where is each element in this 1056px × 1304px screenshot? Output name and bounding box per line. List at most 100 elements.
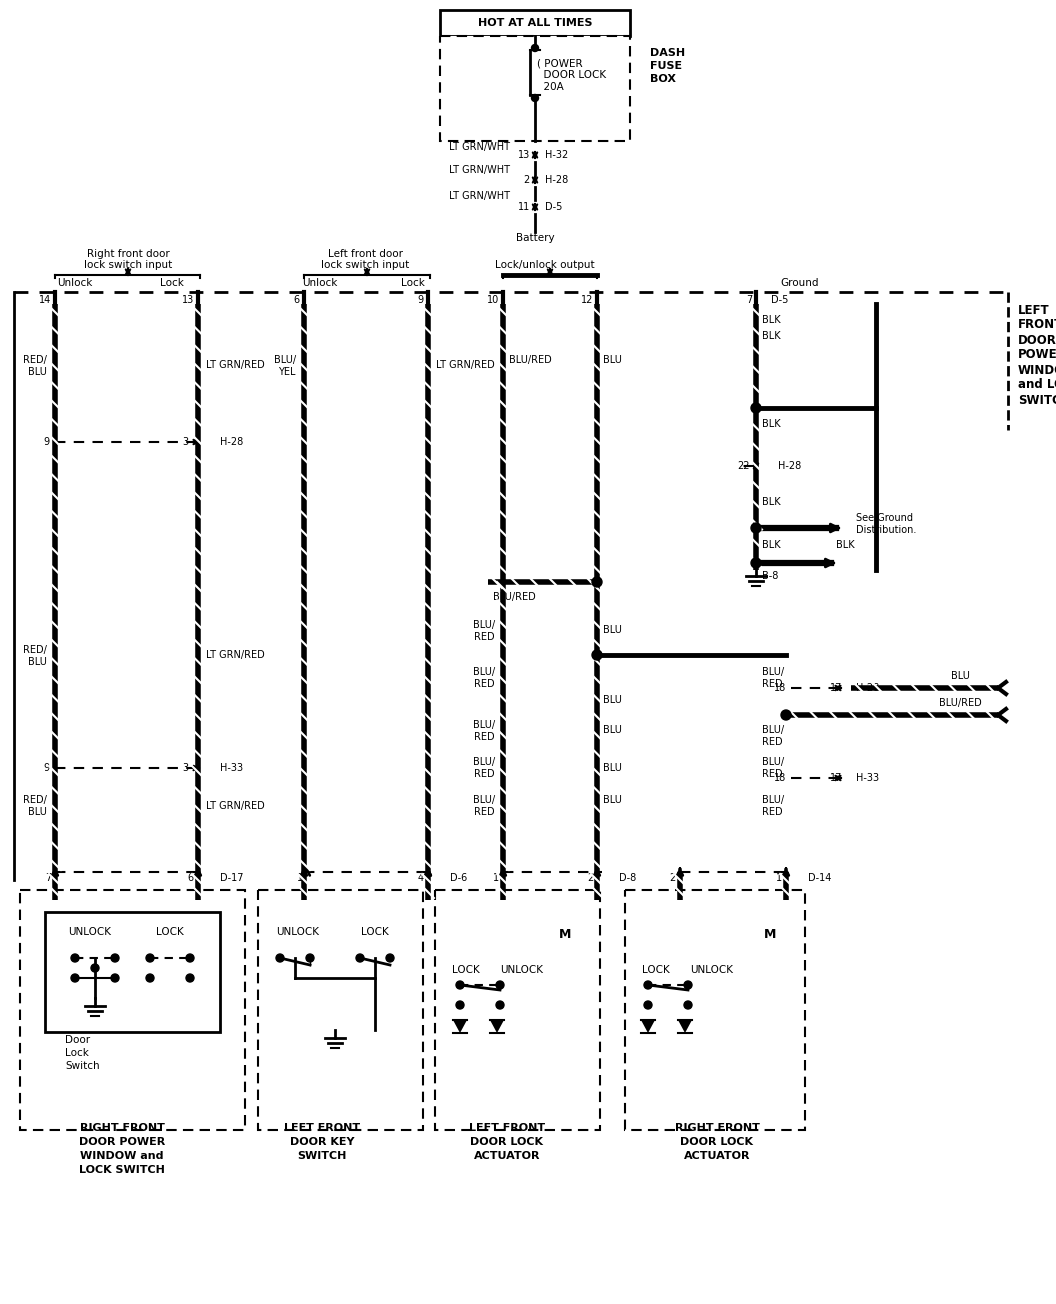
- Polygon shape: [490, 1020, 504, 1033]
- Text: lock switch input: lock switch input: [83, 259, 172, 270]
- Text: 3: 3: [182, 437, 188, 447]
- Text: 1: 1: [297, 872, 303, 883]
- Text: BLU/: BLU/: [473, 619, 495, 630]
- Text: 2: 2: [524, 175, 530, 185]
- Text: YEL: YEL: [279, 366, 296, 377]
- Text: D-6: D-6: [450, 872, 467, 883]
- Text: D-14: D-14: [808, 872, 831, 883]
- Text: 10: 10: [487, 295, 499, 305]
- Circle shape: [684, 981, 692, 988]
- Text: RED: RED: [762, 769, 782, 778]
- Text: BLU/: BLU/: [762, 725, 785, 735]
- Circle shape: [306, 955, 314, 962]
- Text: 2: 2: [587, 872, 593, 883]
- Text: Door: Door: [65, 1035, 90, 1045]
- Text: RED: RED: [474, 632, 495, 642]
- Circle shape: [276, 955, 284, 962]
- Text: BLU: BLU: [603, 763, 622, 773]
- Text: 13: 13: [517, 150, 530, 160]
- Text: 7: 7: [44, 872, 51, 883]
- Text: H-28: H-28: [545, 175, 568, 185]
- Circle shape: [781, 709, 791, 720]
- Text: 3: 3: [182, 763, 188, 773]
- Text: H-32: H-32: [545, 150, 568, 160]
- Text: 17: 17: [830, 773, 842, 782]
- Circle shape: [91, 964, 99, 971]
- Text: H-28: H-28: [856, 683, 880, 692]
- Bar: [20, 891, 245, 1131]
- Text: H-28: H-28: [778, 462, 802, 471]
- Text: See Ground: See Ground: [856, 512, 913, 523]
- Text: LT GRN/RED: LT GRN/RED: [206, 801, 265, 811]
- Text: Unlock: Unlock: [302, 278, 338, 288]
- Text: UNLOCK: UNLOCK: [691, 965, 734, 975]
- Text: UNLOCK: UNLOCK: [501, 965, 544, 975]
- Text: BLU/: BLU/: [762, 668, 785, 677]
- Text: LEFT FRONT: LEFT FRONT: [469, 1123, 545, 1133]
- Text: BLU: BLU: [29, 657, 48, 668]
- Text: 9: 9: [418, 295, 425, 305]
- Text: POWER: POWER: [1018, 348, 1056, 361]
- Text: M: M: [763, 928, 776, 941]
- Text: Lock: Lock: [161, 278, 184, 288]
- Text: BLK: BLK: [762, 497, 780, 507]
- Text: 11: 11: [517, 202, 530, 213]
- Text: 7: 7: [746, 295, 752, 305]
- Circle shape: [386, 955, 394, 962]
- Circle shape: [684, 1001, 692, 1009]
- Text: Lock: Lock: [401, 278, 425, 288]
- Text: H-28: H-28: [220, 437, 243, 447]
- Text: D-17: D-17: [220, 872, 244, 883]
- Text: DOOR LOCK: DOOR LOCK: [471, 1137, 544, 1148]
- Bar: [258, 891, 423, 1131]
- Text: LT GRN/WHT: LT GRN/WHT: [449, 190, 510, 201]
- Text: SWITCH: SWITCH: [298, 1151, 346, 1161]
- Text: RED: RED: [762, 679, 782, 689]
- Text: Right front door: Right front door: [87, 249, 169, 259]
- Text: LOCK: LOCK: [452, 965, 479, 975]
- Text: SWITCH: SWITCH: [1018, 394, 1056, 407]
- Circle shape: [146, 955, 154, 962]
- Text: BLU/RED: BLU/RED: [509, 355, 551, 365]
- Text: HOT AT ALL TIMES: HOT AT ALL TIMES: [477, 18, 592, 27]
- Text: BLU/: BLU/: [473, 720, 495, 730]
- Text: RED: RED: [474, 807, 495, 818]
- Circle shape: [748, 913, 792, 957]
- Circle shape: [644, 981, 652, 988]
- Text: Unlock: Unlock: [57, 278, 93, 288]
- Text: UNLOCK: UNLOCK: [69, 927, 112, 938]
- Circle shape: [531, 44, 539, 51]
- Text: Left front door: Left front door: [327, 249, 402, 259]
- Text: FUSE: FUSE: [650, 61, 682, 70]
- Circle shape: [543, 913, 587, 957]
- Text: FRONT: FRONT: [1018, 318, 1056, 331]
- Text: and LOCK: and LOCK: [1018, 378, 1056, 391]
- Text: DOOR POWER: DOOR POWER: [79, 1137, 165, 1148]
- Text: RED: RED: [762, 807, 782, 818]
- Text: 14: 14: [39, 295, 51, 305]
- Text: UNLOCK: UNLOCK: [277, 927, 320, 938]
- Text: BLU: BLU: [603, 625, 622, 635]
- Text: BLU: BLU: [603, 695, 622, 705]
- Text: 13: 13: [182, 295, 194, 305]
- Text: LEFT FRONT: LEFT FRONT: [284, 1123, 360, 1133]
- Text: DOOR KEY: DOOR KEY: [289, 1137, 354, 1148]
- Circle shape: [751, 403, 761, 413]
- Text: RED/: RED/: [23, 645, 48, 655]
- Circle shape: [71, 974, 79, 982]
- Text: 6: 6: [294, 295, 300, 305]
- Text: BLU/: BLU/: [762, 795, 785, 805]
- Text: M: M: [559, 928, 571, 941]
- Circle shape: [592, 649, 602, 660]
- Text: BLK: BLK: [762, 419, 780, 429]
- Text: LOCK: LOCK: [361, 927, 389, 938]
- Text: Distribution.: Distribution.: [856, 526, 917, 535]
- Text: ( POWER: ( POWER: [538, 57, 583, 68]
- Text: LT GRN/WHT: LT GRN/WHT: [449, 142, 510, 153]
- Text: BLK: BLK: [762, 331, 780, 342]
- Circle shape: [496, 981, 504, 988]
- Circle shape: [146, 974, 154, 982]
- Circle shape: [751, 558, 761, 569]
- Text: BLU: BLU: [950, 672, 969, 681]
- Text: 9: 9: [43, 763, 49, 773]
